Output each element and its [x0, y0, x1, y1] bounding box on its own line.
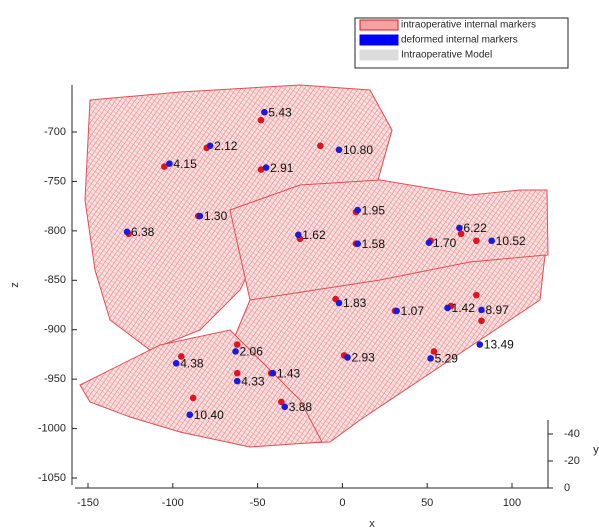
legend: intraoperative internal markers deformed …: [355, 18, 568, 68]
error-label: 1.07: [401, 304, 425, 318]
marker-point: [263, 164, 270, 171]
legend-label: deformed internal markers: [401, 35, 518, 46]
error-label: 2.12: [214, 139, 238, 153]
marker-point: [197, 213, 204, 220]
marker-point: [234, 378, 241, 385]
z-tick-label: -1000: [38, 422, 66, 434]
marker-point: [344, 354, 351, 361]
error-label: 6.38: [131, 225, 155, 239]
marker-point: [232, 348, 239, 355]
error-label: 1.30: [204, 209, 228, 223]
marker-point: [488, 237, 495, 244]
marker-point: [124, 229, 131, 236]
marker-point: [186, 411, 193, 418]
x-tick-label: 100: [503, 497, 521, 509]
x-tick-label: 0: [339, 497, 345, 509]
error-label: 1.70: [433, 236, 457, 250]
marker-point: [354, 207, 361, 214]
error-label: 2.06: [240, 345, 264, 359]
error-label: 3.88: [289, 400, 313, 414]
marker-point: [281, 404, 288, 411]
marker-point: [478, 318, 485, 325]
marker-point: [476, 341, 483, 348]
marker-point: [173, 360, 180, 367]
legend-label: Intraoperative Model: [401, 50, 492, 61]
error-label: 1.95: [362, 203, 386, 217]
error-label: 10.52: [496, 234, 526, 248]
z-tick-label: -950: [44, 373, 66, 385]
error-label: 2.91: [270, 161, 294, 175]
error-label: 5.29: [435, 352, 459, 366]
marker-point: [295, 232, 302, 239]
marker-point: [393, 308, 400, 315]
x-tick-label: -50: [250, 497, 266, 509]
marker-point: [336, 300, 343, 307]
error-label: 4.38: [180, 356, 204, 370]
y-tick-label: -40: [564, 428, 580, 440]
error-label: 1.62: [302, 228, 326, 242]
x-tick-label: -150: [77, 497, 99, 509]
error-label: 1.83: [343, 296, 367, 310]
y-tick-label: 0: [564, 482, 570, 494]
error-label: 1.43: [277, 366, 301, 380]
z-tick-label: -750: [44, 175, 66, 187]
x-tick-label: 50: [421, 497, 433, 509]
error-label: 5.43: [268, 105, 292, 119]
legend-swatch: [360, 20, 398, 30]
z-tick-label: -900: [44, 324, 66, 336]
marker-point: [354, 240, 361, 247]
marker-point: [478, 307, 485, 314]
z-tick-label: -800: [44, 225, 66, 237]
marker-point: [426, 239, 433, 246]
marker-point: [336, 146, 343, 153]
marker-point: [473, 292, 480, 299]
x-tick-label: -100: [162, 497, 184, 509]
legend-swatch: [360, 50, 398, 60]
error-label: 1.42: [452, 301, 476, 315]
marker-point: [473, 237, 480, 244]
error-label: 6.22: [463, 221, 487, 235]
error-label: 8.97: [485, 303, 509, 317]
z-tick-label: -700: [44, 126, 66, 138]
error-label: 13.49: [484, 338, 514, 352]
z-tick-label: -1050: [38, 472, 66, 484]
x-axis-label: x: [369, 518, 375, 529]
liver-mesh: [80, 85, 548, 447]
marker-point: [234, 370, 241, 377]
y-axis-label: y: [593, 444, 599, 456]
legend-label: intraoperative internal markers: [401, 20, 536, 31]
y-tick-label: -20: [564, 455, 580, 467]
marker-point: [270, 370, 277, 377]
error-label: 4.15: [173, 157, 197, 171]
marker-point: [317, 143, 324, 150]
error-label: 4.33: [241, 374, 265, 388]
marker-point: [444, 305, 451, 312]
legend-swatch: [360, 35, 398, 45]
error-label: 10.80: [343, 143, 373, 157]
marker-point: [427, 355, 434, 362]
marker-point: [166, 160, 173, 167]
error-label: 1.58: [362, 237, 386, 251]
error-label: 2.93: [351, 351, 375, 365]
marker-point: [261, 109, 268, 116]
marker-point: [456, 225, 463, 232]
error-label: 10.40: [194, 408, 224, 422]
marker-point: [258, 117, 265, 124]
marker-point: [207, 143, 214, 150]
z-tick-label: -850: [44, 274, 66, 286]
chart: z x y intraoperative internal markers def…: [0, 0, 599, 529]
marker-point: [190, 395, 197, 402]
z-axis-label: z: [9, 282, 21, 288]
